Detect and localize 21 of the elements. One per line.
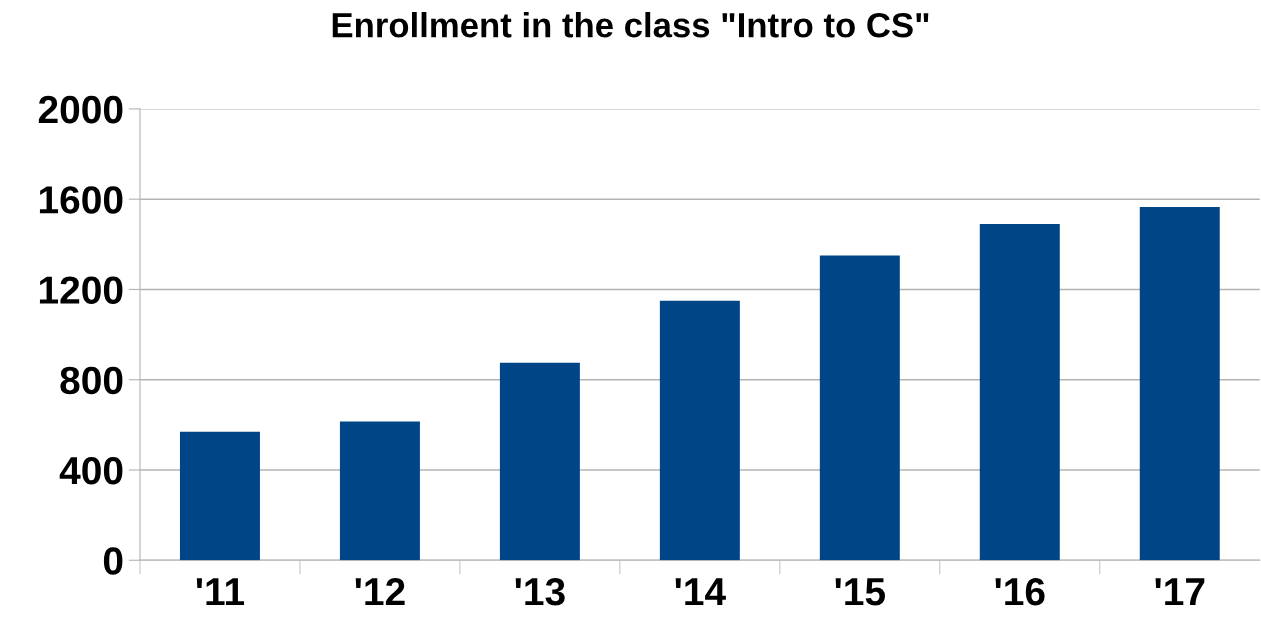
bar — [979, 224, 1060, 561]
chart-title: Enrollment in the class "Intro to CS" — [332, 11, 929, 38]
bar — [819, 255, 900, 561]
x-tick-label: '16 — [995, 577, 1045, 606]
x-tick-label: '17 — [1155, 578, 1205, 606]
bar — [1139, 207, 1220, 561]
y-tick-label: 1600 — [39, 186, 123, 214]
bar — [499, 362, 580, 561]
x-tick-label: '15 — [835, 578, 885, 606]
y-tick-label: 2000 — [38, 95, 123, 124]
y-tick-label: 800 — [60, 366, 123, 395]
y-tick-label: 400 — [59, 456, 123, 485]
bar — [659, 300, 740, 561]
bar — [339, 421, 420, 561]
x-tick-label: '12 — [355, 577, 405, 606]
bar — [179, 431, 260, 561]
y-tick-label: 1200 — [39, 276, 123, 304]
x-tick-label: '14 — [675, 578, 726, 606]
x-tick-label: '11 — [196, 578, 245, 606]
x-tick-label: '13 — [515, 577, 565, 606]
y-tick-label: 0 — [103, 547, 123, 575]
